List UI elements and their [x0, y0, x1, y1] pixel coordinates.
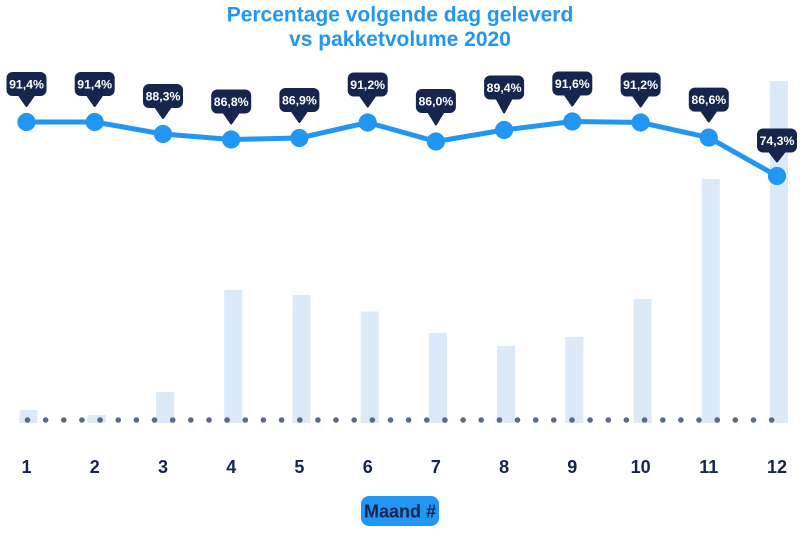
svg-text:91,4%: 91,4%	[77, 78, 112, 92]
svg-text:9: 9	[567, 457, 577, 477]
svg-text:6: 6	[363, 457, 373, 477]
svg-text:4: 4	[226, 457, 236, 477]
svg-text:8: 8	[499, 457, 509, 477]
svg-text:Maand #: Maand #	[364, 502, 436, 522]
svg-text:12: 12	[767, 457, 787, 477]
svg-text:10: 10	[631, 457, 651, 477]
svg-text:2: 2	[90, 457, 100, 477]
svg-text:3: 3	[158, 457, 168, 477]
svg-text:1: 1	[21, 457, 31, 477]
svg-text:91,6%: 91,6%	[555, 77, 590, 91]
svg-text:vs pakketvolume 2020: vs pakketvolume 2020	[289, 28, 511, 51]
svg-text:11: 11	[699, 457, 718, 477]
svg-text:74,3%: 74,3%	[760, 134, 795, 148]
svg-text:86,6%: 86,6%	[691, 93, 726, 107]
svg-text:Percentage volgende dag geleve: Percentage volgende dag geleverd	[227, 4, 574, 27]
svg-text:86,8%: 86,8%	[214, 95, 249, 109]
svg-text:89,4%: 89,4%	[487, 81, 522, 95]
svg-text:91,2%: 91,2%	[623, 78, 658, 92]
svg-text:86,0%: 86,0%	[418, 95, 453, 109]
svg-text:86,9%: 86,9%	[282, 94, 317, 108]
svg-text:5: 5	[294, 457, 304, 477]
svg-text:88,3%: 88,3%	[146, 90, 181, 104]
svg-text:91,2%: 91,2%	[350, 78, 385, 92]
svg-text:91,4%: 91,4%	[9, 78, 44, 92]
svg-text:7: 7	[431, 457, 441, 477]
